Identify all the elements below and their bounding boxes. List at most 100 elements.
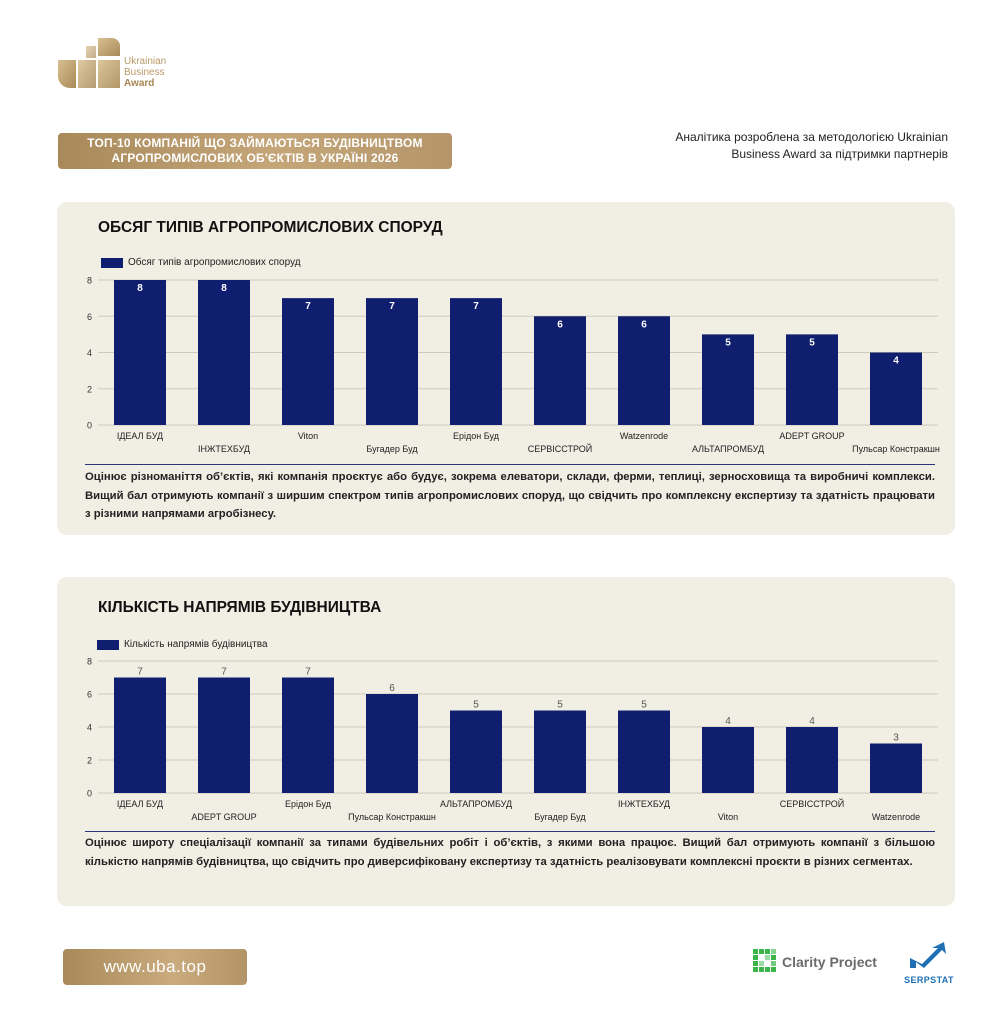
chart-panel-structure-types: ОБСЯГ ТИПІВ АГРОПРОМИСЛОВИХ СПОРУД Обсяг… (57, 202, 955, 535)
chart-2-legend: Кількість напрямів будівництва (97, 639, 268, 650)
chart-1-data-label: 6 (641, 319, 647, 330)
chart-1-ytick-label: 8 (87, 276, 92, 286)
chart-1-bar (450, 298, 502, 425)
chart-2-bar (618, 710, 670, 793)
chart-2-category-label: Бугадер Буд (534, 812, 586, 822)
report-title-line-2: АГРОПРОМИСЛОВИХ ОБ'ЄКТІВ В УКРАЇНІ 2026 (111, 151, 399, 165)
chart-2-category-label: АЛЬТАПРОМБУД (440, 799, 512, 809)
uba-logo-mark (58, 38, 120, 88)
chart-1-category-label: Viton (298, 431, 318, 441)
clarity-project-icon (753, 949, 776, 972)
serpstat-name: SERPSTAT (904, 975, 954, 985)
chart-1-bar (534, 316, 586, 425)
chart-2-data-label: 5 (473, 700, 479, 711)
serpstat-icon (910, 942, 946, 968)
chart-2-data-label: 5 (557, 700, 563, 711)
chart-panel-construction-directions: КІЛЬКІСТЬ НАПРЯМІВ БУДІВНИЦТВА Кількість… (57, 577, 955, 906)
chart-1-legend: Обсяг типів агропромислових споруд (101, 257, 301, 268)
chart-1-ytick-label: 0 (87, 421, 92, 431)
chart-1-category-label: Пульсар Констракшн (852, 444, 940, 454)
chart-2-bar (786, 727, 838, 793)
chart-2-separator (85, 831, 935, 832)
chart-1-ytick-label: 2 (87, 384, 92, 394)
chart-1-legend-label: Обсяг типів агропромислових споруд (128, 257, 301, 268)
chart-2-data-label: 7 (221, 667, 227, 678)
chart-1-legend-swatch (101, 257, 123, 268)
chart-2-ytick-label: 6 (87, 690, 92, 700)
chart-2-category-label: Watzenrode (872, 812, 920, 822)
website-link-button[interactable]: www.uba.top (63, 949, 247, 985)
chart-2-data-label: 7 (137, 667, 143, 678)
chart-1-data-label: 7 (389, 301, 395, 312)
chart-1-data-label: 4 (893, 356, 899, 367)
chart-2-category-label: ІДЕАЛ БУД (117, 799, 163, 809)
chart-1-bar (702, 334, 754, 425)
chart-2-category-label: СЕРВІССТРОЙ (780, 798, 844, 809)
chart-1-category-label: Ерідон Буд (453, 431, 500, 441)
chart-2-bar (534, 710, 586, 793)
chart-1-data-label: 7 (305, 301, 311, 312)
logo-text-business: Business (124, 67, 165, 78)
chart-1-bar (198, 280, 250, 425)
logo-text-ukrainian: Ukrainian (124, 56, 167, 67)
chart-2-data-label: 3 (893, 733, 899, 744)
chart-2-category-label: ADEPT GROUP (191, 812, 256, 822)
chart-1-category-label: Бугадер Буд (366, 444, 418, 454)
chart-1-category-label: ADEPT GROUP (779, 431, 844, 441)
chart-1-bar (618, 316, 670, 425)
chart-2-category-label: Viton (718, 812, 738, 822)
chart-2-data-label: 6 (389, 683, 395, 694)
chart-2-description: Оцінює широту спеціалізації компанії за … (85, 837, 935, 868)
chart-1-bar (786, 334, 838, 425)
serpstat-logo: SERPSTAT (902, 940, 956, 985)
chart-2-data-label: 4 (809, 716, 815, 727)
chart-2-bar (366, 694, 418, 793)
report-title-line-1: ТОП-10 КОМПАНІЙ ЩО ЗАЙМАЮТЬСЯ БУДІВНИЦТВ… (87, 136, 423, 150)
chart-1-data-label: 8 (221, 283, 227, 294)
chart-1-data-label: 7 (473, 301, 479, 312)
chart-1-ytick-label: 4 (87, 348, 92, 358)
chart-1-bar (870, 352, 922, 425)
chart-2-data-label: 7 (305, 667, 311, 678)
clarity-project-logo: Clarity Project (753, 949, 877, 975)
chart-2-title: КІЛЬКІСТЬ НАПРЯМІВ БУДІВНИЦТВА (98, 599, 382, 616)
chart-2-bar (114, 677, 166, 793)
chart-2-ytick-label: 4 (87, 723, 92, 733)
chart-1-bar (282, 298, 334, 425)
chart-1-data-label: 6 (557, 319, 563, 330)
chart-2-bar (198, 677, 250, 793)
chart-1-plot: 0 2 4 6 8 8 ІДЕАЛ БУД 8 ІНЖТЕХБУД 7 Viton 7 Бугадер … (87, 276, 940, 455)
chart-2-data-label: 5 (641, 700, 647, 711)
chart-2-plot: 0 2 4 6 8 7 ІДЕАЛ БУД 7 ADEPT GROUP 7 Ерідон Буд 6 П… (87, 657, 938, 822)
chart-1-bar (114, 280, 166, 425)
chart-2-legend-swatch (97, 639, 119, 650)
chart-2-data-label: 4 (725, 716, 731, 727)
methodology-line-1: Аналітика розроблена за методологією Ukr… (675, 130, 948, 144)
chart-2-ytick-label: 8 (87, 657, 92, 667)
chart-1-category-label: АЛЬТАПРОМБУД (692, 444, 764, 454)
chart-1-category-label: Watzenrode (620, 431, 668, 441)
chart-2-bar (282, 677, 334, 793)
chart-1-ytick-label: 6 (87, 312, 92, 322)
methodology-note: Аналітика розроблена за методологією Ukr… (628, 129, 948, 163)
chart-1-title: ОБСЯГ ТИПІВ АГРОПРОМИСЛОВИХ СПОРУД (98, 219, 443, 236)
report-title-plate: ТОП-10 КОМПАНІЙ ЩО ЗАЙМАЮТЬСЯ БУДІВНИЦТВ… (58, 133, 452, 169)
chart-1-category-label: СЕРВІССТРОЙ (528, 443, 592, 454)
chart-2-bar (450, 710, 502, 793)
chart-1-data-label: 5 (725, 337, 731, 348)
chart-1-data-label: 5 (809, 337, 815, 348)
uba-logo: Ukrainian Business Award (56, 36, 186, 92)
chart-2-bar (702, 727, 754, 793)
clarity-project-name: Clarity Project (782, 954, 877, 970)
chart-2-ytick-label: 2 (87, 756, 92, 766)
logo-text-award: Award (124, 78, 155, 89)
chart-1-category-label: ІНЖТЕХБУД (198, 444, 250, 454)
chart-1-bar (366, 298, 418, 425)
chart-2-category-label: Ерідон Буд (285, 799, 332, 809)
chart-2-bar (870, 743, 922, 793)
chart-1-separator (85, 464, 935, 465)
chart-1-description: Оцінює різноманіття об’єктів, які компан… (85, 471, 935, 520)
methodology-line-2: Business Award за підтримки партнерів (731, 147, 948, 161)
chart-2-legend-label: Кількість напрямів будівництва (124, 639, 268, 650)
chart-2-ytick-label: 0 (87, 789, 92, 799)
